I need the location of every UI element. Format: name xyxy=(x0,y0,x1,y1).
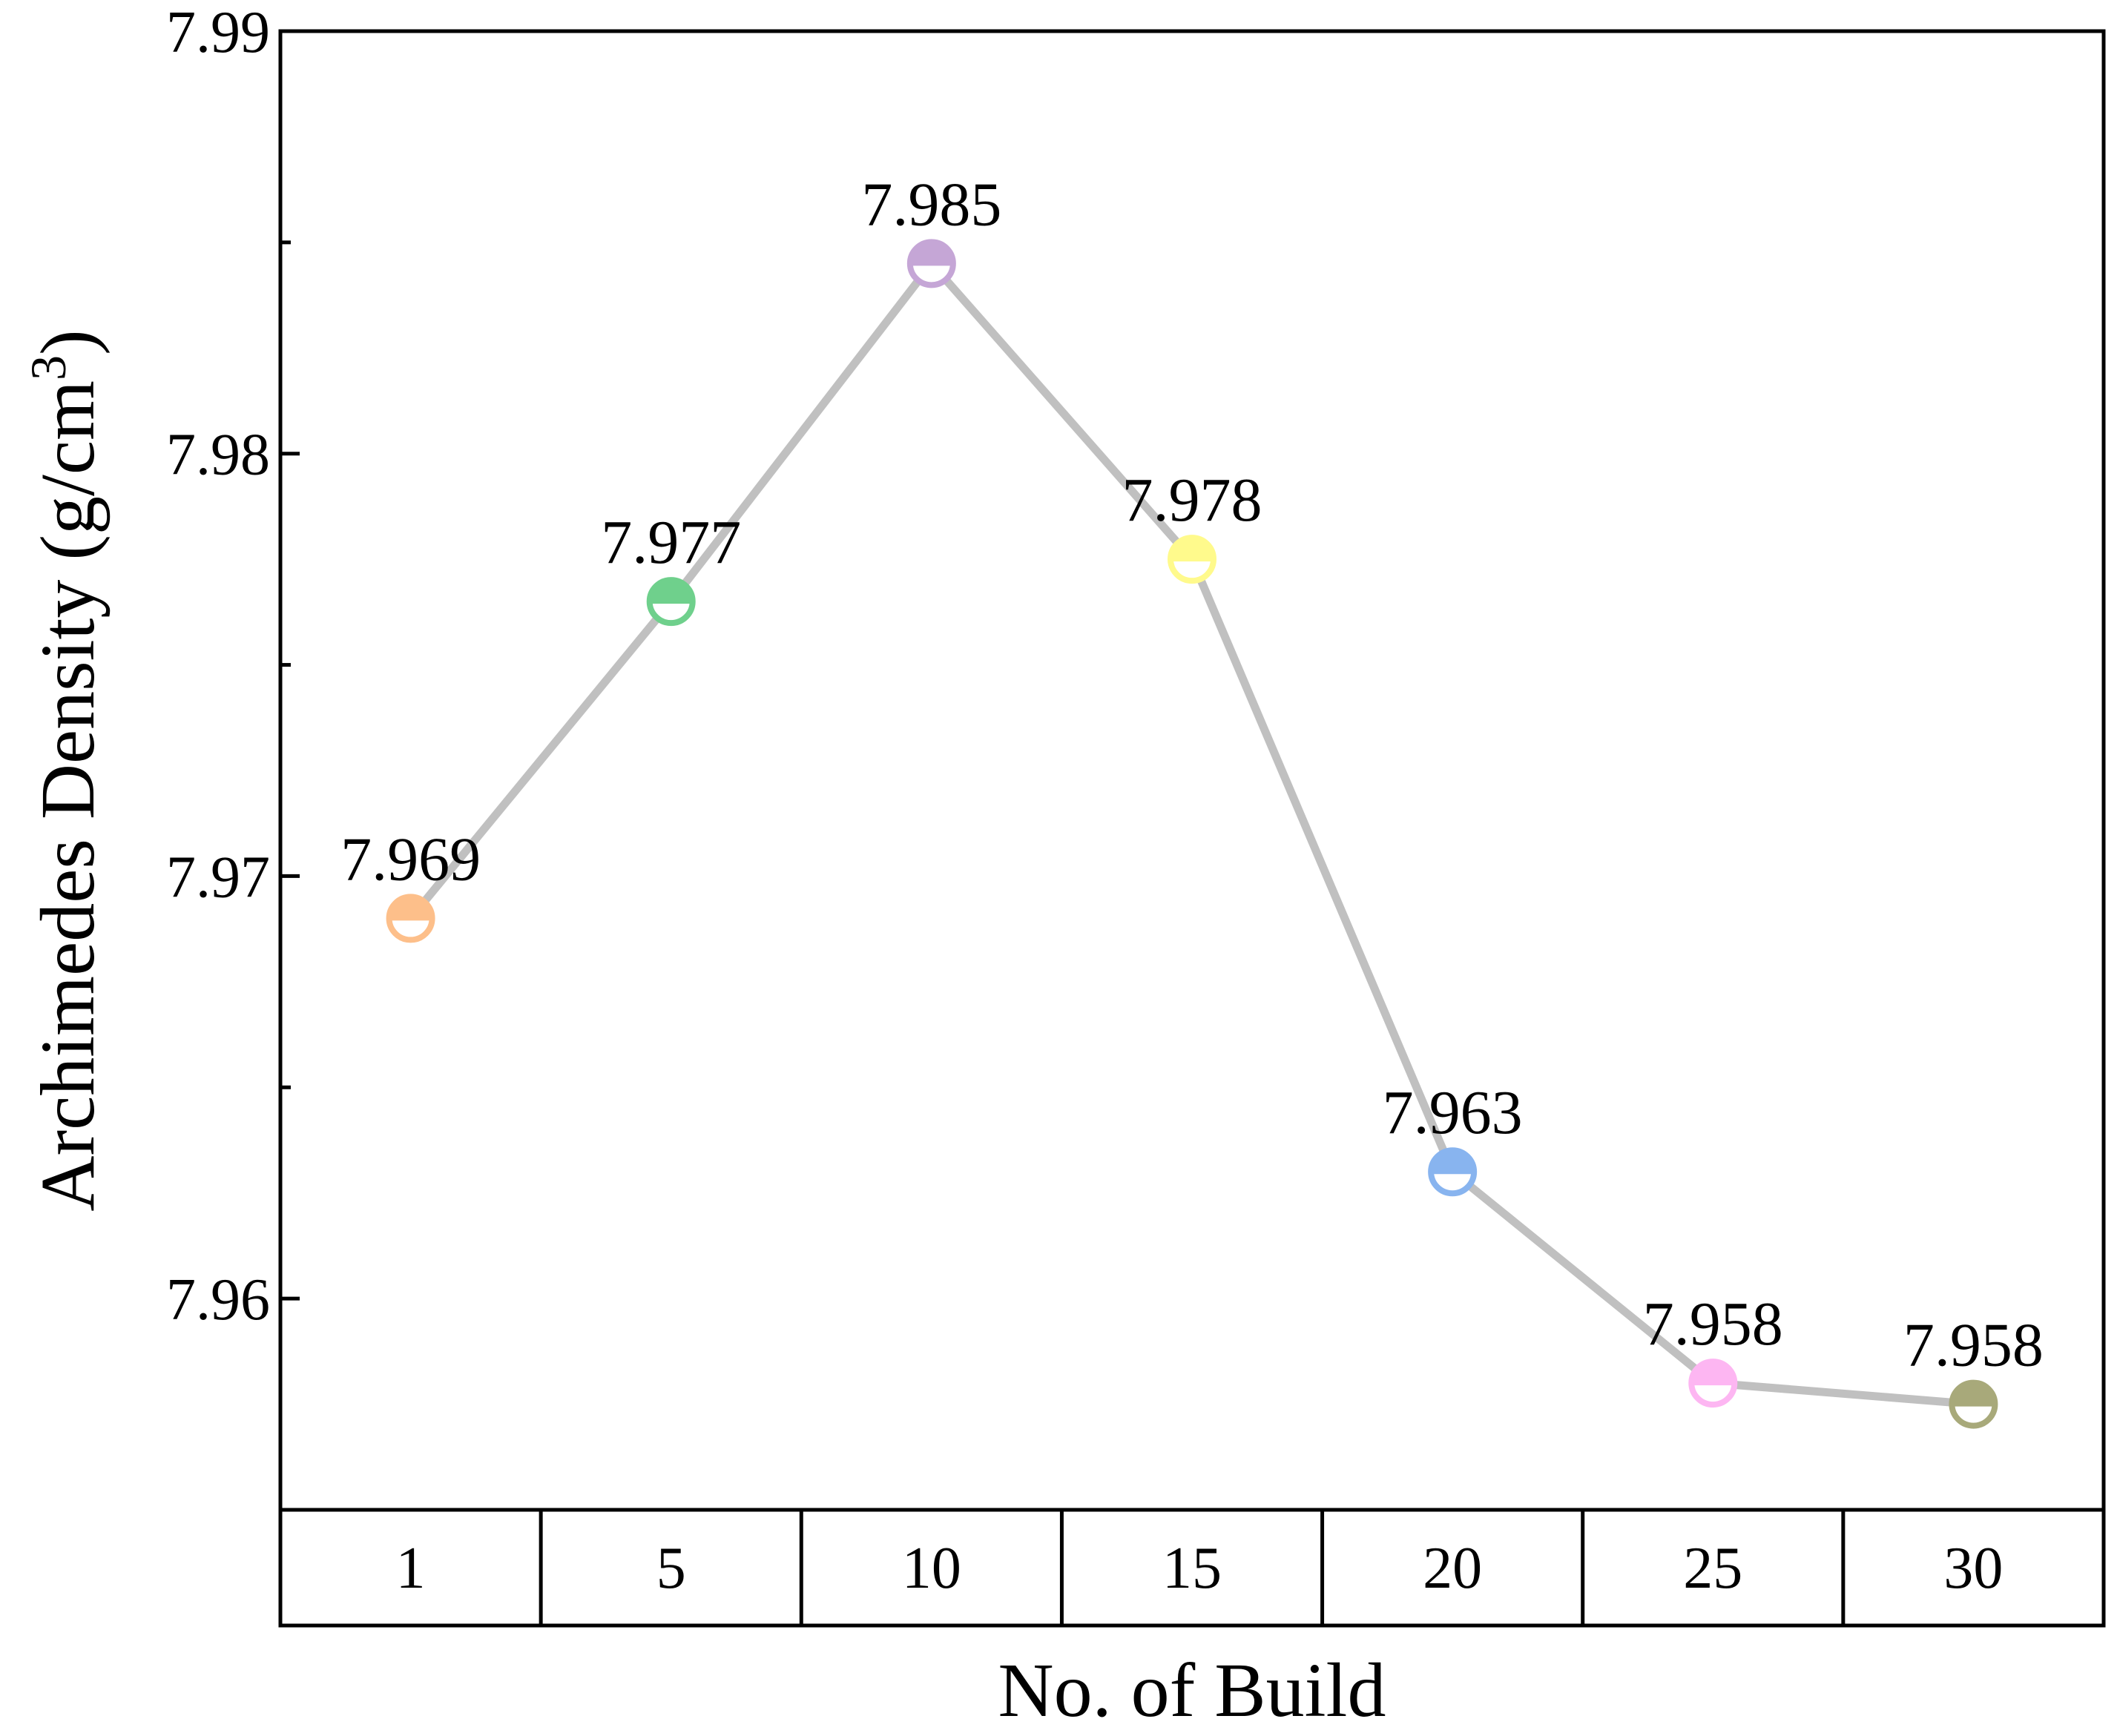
x-category-label: 30 xyxy=(1943,1536,2003,1601)
y-tick-label: 7.97 xyxy=(166,845,270,910)
data-point xyxy=(1168,535,1216,584)
y-axis-title-close: ) xyxy=(25,329,111,355)
data-label: 7.963 xyxy=(1383,1078,1523,1147)
x-category-label: 1 xyxy=(396,1536,426,1601)
data-label: 7.977 xyxy=(601,508,741,577)
data-label: 7.958 xyxy=(1903,1311,2044,1380)
data-point xyxy=(1428,1147,1478,1197)
x-category-label: 15 xyxy=(1162,1536,1222,1601)
x-category-label: 5 xyxy=(656,1536,686,1601)
data-label: 7.985 xyxy=(861,170,1001,239)
data-label: 7.969 xyxy=(340,825,481,894)
data-label: 7.958 xyxy=(1643,1290,1783,1359)
data-point xyxy=(906,239,956,288)
y-axis-ticks: 7.96 7.97 7.98 7.99 xyxy=(166,0,300,1333)
x-category-label: 25 xyxy=(1683,1536,1742,1601)
x-category-label: 20 xyxy=(1423,1536,1482,1601)
data-point xyxy=(646,577,696,627)
data-point xyxy=(1949,1379,1998,1429)
y-tick-label: 7.96 xyxy=(166,1267,270,1333)
y-axis-title-superscript: 3 xyxy=(20,355,76,380)
x-category-band: 1 5 10 15 20 25 30 xyxy=(396,1510,2003,1626)
plot-frame xyxy=(278,29,2106,1628)
data-point xyxy=(386,894,435,943)
data-point xyxy=(1688,1359,1738,1408)
y-tick-label: 7.99 xyxy=(166,0,270,65)
data-labels: 7.969 7.977 7.985 7.978 7.963 7.958 7.958 xyxy=(340,170,2044,1379)
y-axis-title-main: Archimedes Density (g/cm xyxy=(25,380,111,1212)
data-points xyxy=(386,239,1998,1429)
series-line xyxy=(407,259,1974,1409)
x-category-label: 10 xyxy=(902,1536,961,1601)
data-label: 7.978 xyxy=(1122,466,1262,535)
y-axis-title: Archimedes Density (g/cm3) xyxy=(20,329,111,1211)
x-axis-title: No. of Build xyxy=(998,1648,1386,1733)
y-tick-label: 7.98 xyxy=(166,423,270,488)
